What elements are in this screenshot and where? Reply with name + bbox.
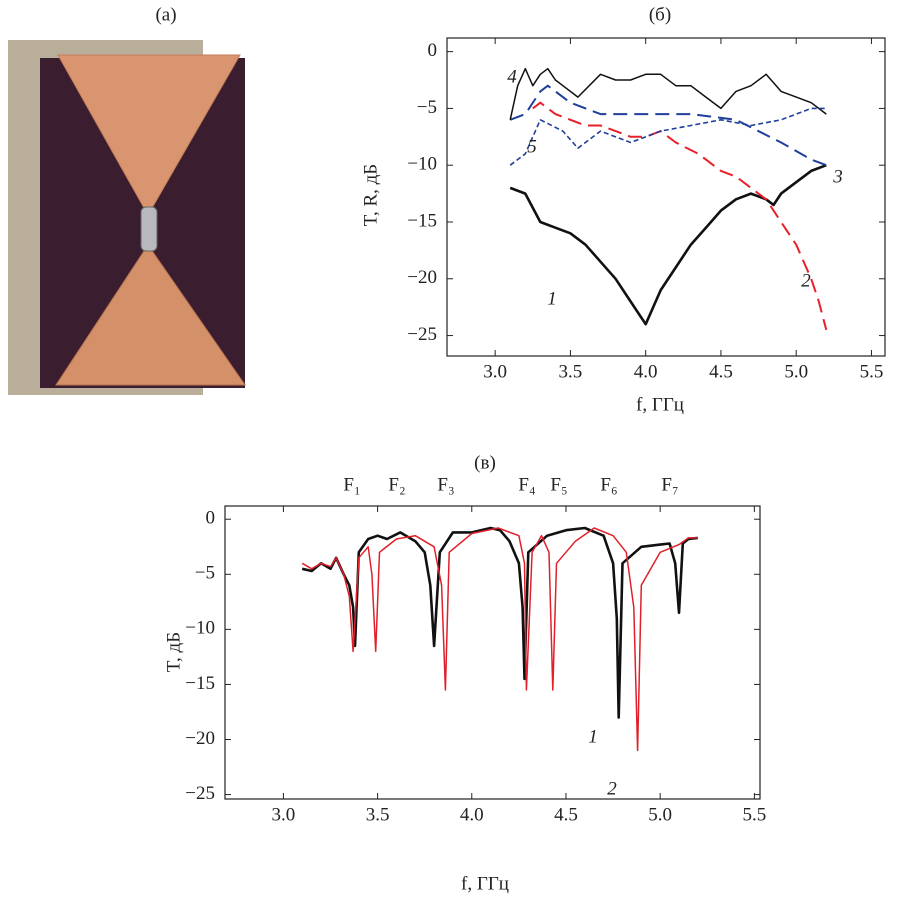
y-tick-label: −20: [407, 267, 437, 288]
annotation: F₄: [518, 474, 535, 495]
x-tick-label: 4.5: [709, 361, 733, 382]
curve-label: 3: [832, 166, 843, 187]
x-tick-label: 4.0: [460, 804, 484, 825]
y-tick-label: −20: [185, 728, 215, 749]
curve: [509, 163, 827, 326]
curve-label: 5: [527, 136, 537, 157]
chip: [140, 206, 158, 252]
curve: [532, 101, 828, 331]
y-tick-label: −15: [185, 673, 215, 694]
photo: [8, 40, 246, 395]
x-axis-label: f, ГГц: [636, 394, 684, 415]
x-tick-label: 4.0: [634, 361, 658, 382]
y-tick-label: −25: [407, 324, 437, 345]
curve-label: 1: [547, 288, 557, 309]
curve: [509, 107, 827, 166]
x-tick-label: 3.5: [366, 804, 390, 825]
curve-label: 2: [801, 270, 811, 291]
y-tick-label: −15: [407, 210, 437, 231]
y-axis-label: T, дБ: [163, 632, 184, 672]
x-tick-label: 4.5: [554, 804, 578, 825]
annotation: F₂: [388, 474, 405, 495]
curve-label: 4: [507, 66, 517, 87]
x-tick-label: 3.0: [483, 361, 507, 382]
x-tick-label: 5.5: [742, 804, 766, 825]
y-tick-label: −5: [195, 563, 215, 584]
copper-triangle: [57, 54, 241, 217]
y-tick-label: −10: [185, 618, 215, 639]
curve-label: 2: [607, 778, 617, 799]
x-tick-label: 5.0: [784, 361, 808, 382]
y-axis-label: T, R, дБ: [360, 164, 381, 226]
x-tick-label: 5.5: [860, 361, 884, 382]
curve-label: 1: [588, 726, 598, 747]
annotation: F₃: [437, 474, 454, 495]
y-tick-label: 0: [206, 508, 216, 529]
y-tick-label: 0: [428, 40, 438, 61]
y-tick-label: −5: [417, 97, 437, 118]
annotation: F₆: [600, 474, 617, 495]
annotation: F₇: [661, 474, 678, 495]
y-tick-label: −25: [185, 783, 215, 804]
plot-frame: [224, 505, 761, 800]
x-tick-label: 3.5: [559, 361, 583, 382]
annotation: F₅: [550, 474, 567, 495]
panel-label: (в): [474, 452, 496, 473]
plot-frame: [446, 37, 886, 357]
copper-triangle: [55, 244, 246, 386]
curve: [509, 67, 827, 120]
curve: [301, 527, 698, 752]
panel-label: (б): [649, 4, 671, 25]
x-tick-label: 5.0: [648, 804, 672, 825]
panel-label: (a): [155, 4, 176, 25]
x-axis-label: f, ГГц: [461, 873, 509, 894]
x-tick-label: 3.0: [272, 804, 296, 825]
y-tick-label: −10: [407, 154, 437, 175]
curve: [509, 84, 827, 167]
annotation: F₁: [343, 474, 360, 495]
